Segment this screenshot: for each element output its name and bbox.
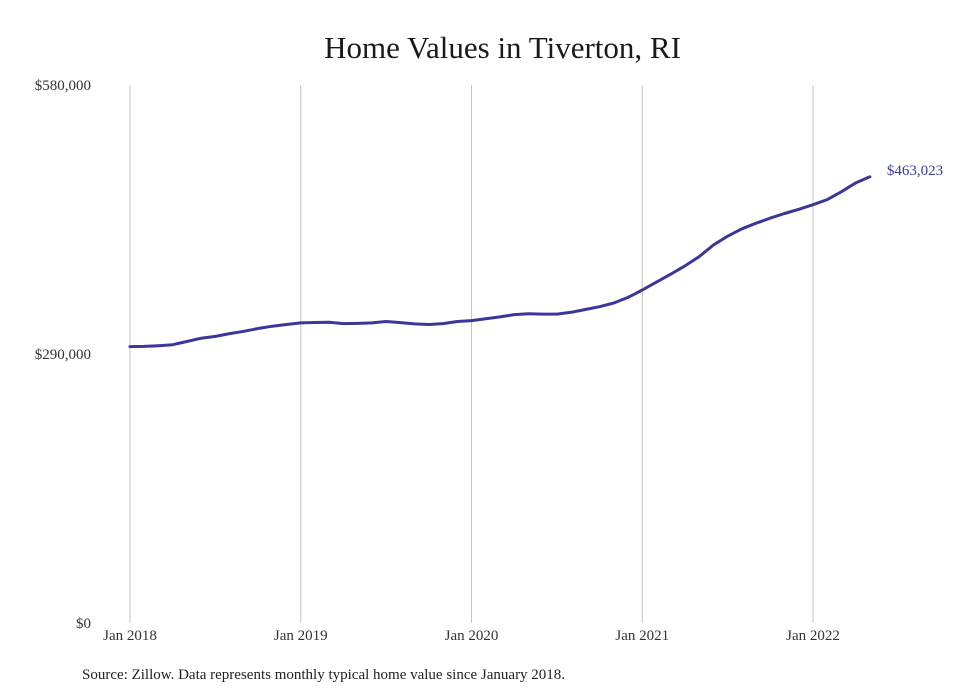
x-tick-label: Jan 2020	[445, 628, 499, 644]
y-tick-label: $290,000	[35, 347, 91, 363]
y-tick-label: $580,000	[35, 78, 91, 94]
y-tick-label: $0	[76, 616, 91, 632]
chart-title: Home Values in Tiverton, RI	[324, 30, 681, 65]
x-axis-ticks: Jan 2018 Jan 2019 Jan 2020 Jan 2021 Jan 2022	[103, 628, 840, 644]
y-axis-ticks: $580,000 $290,000 $0	[35, 78, 91, 632]
x-tick-label: Jan 2019	[274, 628, 328, 644]
x-tick-label: Jan 2021	[615, 628, 669, 644]
x-tick-label: Jan 2018	[103, 628, 157, 644]
series-line	[128, 175, 872, 349]
end-value-label: $463,023	[887, 163, 943, 179]
source-note: Source: Zillow. Data represents monthly …	[82, 667, 566, 683]
gridlines	[129, 85, 814, 623]
x-tick-label: Jan 2022	[786, 628, 840, 644]
